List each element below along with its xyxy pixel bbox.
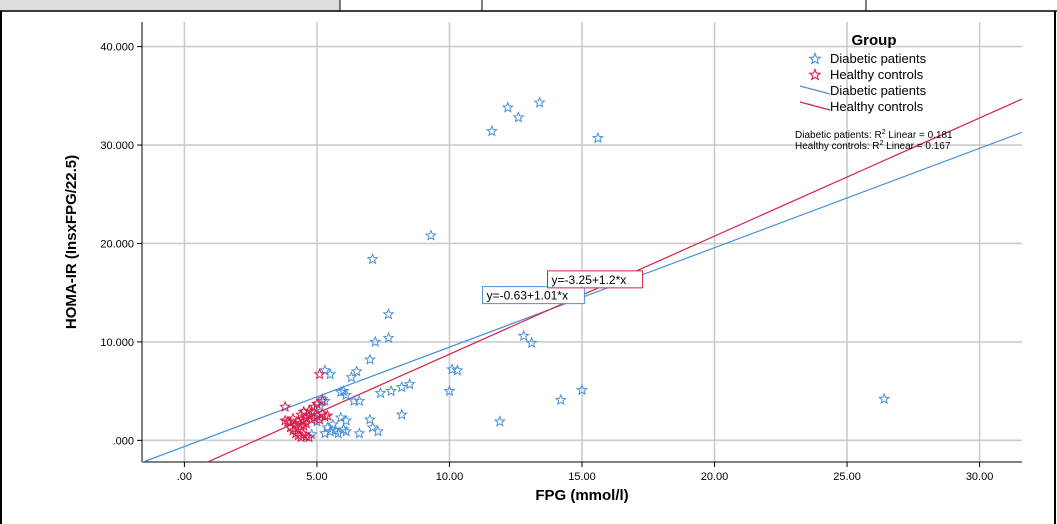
x-tick-label: 10.00	[436, 471, 464, 483]
x-axis-title: FPG (mmol/l)	[535, 487, 628, 504]
legend-marker	[808, 68, 822, 81]
point-healthy-controls	[316, 407, 329, 419]
point-diabetic-patients	[340, 425, 353, 437]
point-diabetic-patients	[395, 380, 408, 393]
point-diabetic-patients	[334, 411, 347, 423]
point-healthy-controls	[297, 419, 310, 431]
y-tick-label: 30.000	[100, 140, 134, 152]
point-diabetic-patients	[501, 101, 514, 113]
labels: FPG (mmol/l) HOMA-IR (InsxFPG/22.5) y=-0.6…	[63, 155, 644, 504]
point-diabetic-patients	[369, 335, 382, 348]
point-diabetic-patients	[353, 394, 366, 407]
legend-entry-label: Healthy controls	[830, 99, 924, 114]
point-diabetic-patients	[374, 386, 387, 399]
y-tick-label: 20.000	[100, 238, 134, 250]
legend-title: Group	[852, 32, 897, 49]
point-healthy-controls	[295, 408, 308, 420]
point-diabetic-patients	[353, 427, 366, 439]
legend-entry-label: Diabetic patients	[830, 83, 927, 98]
point-diabetic-patients	[525, 336, 538, 349]
point-healthy-controls	[313, 413, 326, 425]
point-diabetic-patients	[451, 364, 464, 376]
point-healthy-controls	[287, 412, 300, 424]
point-diabetic-patients	[403, 377, 416, 390]
y-tick-label: 40.000	[100, 42, 134, 54]
y-axis-title: HOMA-IR (InsxFPG/22.5)	[63, 155, 80, 329]
point-diabetic-patients	[324, 368, 337, 380]
point-diabetic-patients	[318, 427, 331, 439]
point-diabetic-patients	[493, 415, 506, 427]
axes: .00 5.00 10.00 15.00 20.00 25.00 30.00 .000 10.0…	[100, 22, 1022, 483]
point-healthy-controls	[279, 400, 292, 413]
legend-marker	[808, 52, 822, 65]
fit-equation-healthy-controls: y=-3.25+1.2*x	[552, 273, 627, 287]
x-tick-label: .00	[177, 471, 192, 483]
point-healthy-controls	[287, 424, 300, 436]
fit-equation-box	[482, 286, 585, 305]
x-tick-label: 20.00	[701, 471, 729, 483]
point-diabetic-patients	[443, 384, 456, 397]
point-diabetic-patients	[324, 425, 337, 437]
legend-line-swatch	[799, 101, 831, 111]
point-healthy-controls	[310, 397, 323, 410]
point-healthy-controls	[284, 421, 297, 433]
point-diabetic-patients	[334, 385, 347, 398]
point-diabetic-patients	[345, 371, 358, 383]
point-healthy-controls	[308, 400, 321, 413]
x-tick-label: 5.00	[306, 471, 327, 483]
point-diabetic-patients	[533, 96, 546, 108]
x-tick-label: 30.00	[966, 471, 994, 483]
point-healthy-controls	[302, 431, 316, 443]
x-tick-label: 15.00	[568, 471, 596, 483]
point-diabetic-patients	[554, 393, 567, 406]
point-diabetic-patients	[591, 131, 604, 144]
y-tick-label: .000	[113, 435, 134, 447]
x-tick-label: 25.00	[833, 471, 861, 483]
legend-line-swatch	[799, 85, 831, 95]
point-diabetic-patients	[350, 365, 363, 377]
point-diabetic-patients	[446, 363, 459, 375]
point-diabetic-patients	[326, 418, 339, 430]
data-points	[279, 96, 891, 443]
point-diabetic-patients	[340, 414, 353, 426]
y-tick-label: 10.000	[100, 337, 134, 349]
point-diabetic-patients	[363, 413, 376, 425]
legend-entry-label: Healthy controls	[830, 67, 924, 82]
r2-note: Healthy controls: R2 Linear = 0.167	[795, 140, 951, 152]
point-diabetic-patients	[424, 229, 437, 241]
point-diabetic-patients	[363, 353, 376, 365]
point-diabetic-patients	[512, 111, 525, 123]
point-healthy-controls	[321, 409, 334, 421]
point-diabetic-patients	[878, 392, 891, 405]
point-diabetic-patients	[332, 427, 345, 439]
r2-note: Diabetic patients: R2 Linear = 0.181	[795, 129, 953, 141]
point-diabetic-patients	[366, 252, 379, 265]
point-diabetic-patients	[575, 383, 589, 396]
fit-equation-diabetic-patients: y=-0.63+1.01*x	[487, 289, 568, 303]
point-diabetic-patients	[395, 408, 408, 420]
grid	[142, 22, 1022, 462]
point-diabetic-patients	[371, 425, 384, 437]
legend-entry-label: Diabetic patients	[830, 51, 927, 66]
point-diabetic-patients	[382, 331, 395, 344]
point-diabetic-patients	[382, 308, 395, 320]
point-healthy-controls	[313, 368, 326, 380]
point-diabetic-patients	[385, 384, 398, 397]
point-healthy-controls	[316, 394, 329, 407]
point-diabetic-patients	[517, 329, 530, 342]
point-diabetic-patients	[485, 124, 498, 137]
fit-equation-box	[547, 270, 644, 289]
